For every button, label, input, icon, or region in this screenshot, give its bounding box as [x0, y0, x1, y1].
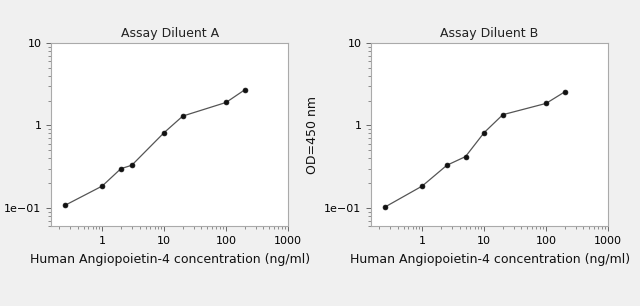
Title: Assay Diluent B: Assay Diluent B [440, 27, 539, 40]
Y-axis label: OD=450 nm: OD=450 nm [306, 96, 319, 174]
X-axis label: Human Angiopoietin-4 concentration (ng/ml): Human Angiopoietin-4 concentration (ng/m… [29, 253, 310, 266]
X-axis label: Human Angiopoietin-4 concentration (ng/ml): Human Angiopoietin-4 concentration (ng/m… [349, 253, 630, 266]
Title: Assay Diluent A: Assay Diluent A [120, 27, 219, 40]
